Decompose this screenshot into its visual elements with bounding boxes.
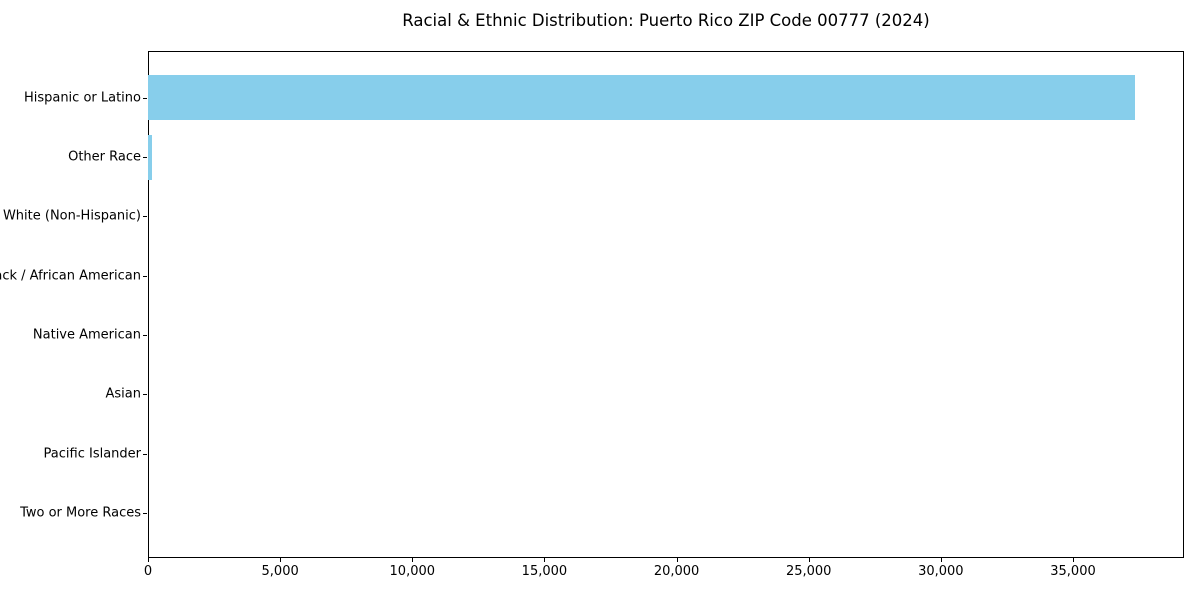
y-tick-label: Black / African American: [0, 268, 141, 284]
y-tick-mark: [143, 216, 147, 218]
x-tick-mark: [148, 558, 149, 562]
x-tick-label: 15,000: [521, 564, 568, 579]
y-tick-mark: [143, 275, 147, 277]
y-tick-label: Asian: [105, 386, 141, 402]
y-tick-mark: [143, 334, 147, 336]
y-tick-mark: [143, 512, 147, 514]
x-tick-mark: [412, 558, 414, 562]
y-tick-label: White (Non-Hispanic): [2, 208, 141, 224]
y-tick-label: Native American: [32, 327, 141, 343]
y-tick-mark: [143, 453, 147, 455]
chart-title: Racial & Ethnic Distribution: Puerto Ric…: [402, 11, 930, 30]
y-tick-mark: [143, 394, 147, 396]
x-tick-label: 25,000: [785, 564, 832, 579]
y-tick-label: Hispanic or Latino: [23, 90, 141, 106]
x-tick-label: 5,000: [261, 564, 299, 579]
x-tick-mark: [280, 558, 282, 562]
plot-area: [148, 51, 1184, 558]
bar-hispanic-or-latino: [148, 75, 1135, 121]
x-tick-label: 0: [143, 564, 153, 579]
x-tick-mark: [676, 558, 678, 562]
x-tick-label: 35,000: [1050, 564, 1096, 579]
y-tick-label: Other Race: [68, 149, 141, 165]
x-tick-mark: [1073, 558, 1074, 562]
y-tick-mark: [143, 97, 147, 99]
x-tick-mark: [544, 558, 546, 562]
x-tick-mark: [808, 558, 810, 562]
x-tick-label: 20,000: [653, 564, 700, 579]
x-tick-label: 30,000: [918, 564, 964, 579]
y-tick-label: Pacific Islander: [43, 446, 141, 461]
bar-other-race: [148, 134, 153, 180]
y-tick-label: Two or More Races: [20, 505, 141, 521]
x-tick-label: 10,000: [389, 564, 436, 579]
x-tick-mark: [940, 558, 942, 562]
y-tick-mark: [143, 157, 147, 158]
